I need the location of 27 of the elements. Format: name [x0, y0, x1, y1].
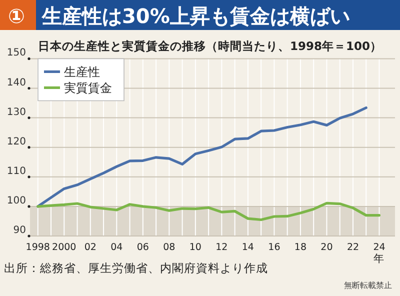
y-tick-label: 110 — [6, 166, 26, 177]
x-tick-label: 2000 — [52, 242, 76, 253]
text: 無断転載禁止 — [344, 281, 392, 290]
x-tick-label: 12 — [216, 242, 228, 253]
x-tick-label: 16 — [268, 242, 280, 253]
x-tick-label: 1998 — [26, 242, 50, 253]
x-tick-label: 24 — [373, 242, 386, 253]
x-tick-label: 08 — [163, 242, 176, 253]
x-tick-label: 04 — [110, 242, 123, 253]
y-tick-label: 90 — [13, 225, 26, 236]
x-tick-label: 18 — [294, 242, 307, 253]
x-tick-label: 20 — [320, 242, 333, 253]
x-tick-label: 22 — [346, 242, 360, 253]
chart-subtitle: 日本の生産性と実質賃金の推移（時間当たり、1998年＝100） — [38, 39, 382, 53]
x-tick-label: 06 — [136, 242, 149, 253]
legend-label: 実質賃金 — [64, 81, 112, 96]
y-tick-label: 120 — [6, 136, 26, 148]
y-tick-label: 150 — [6, 48, 26, 59]
text: 出所：総務省、厚生労働省、内閣府資料より作成 — [4, 261, 268, 275]
y-tick-label: 130 — [6, 106, 26, 118]
x-tick-label: 10 — [189, 242, 202, 253]
y-tick-label: 100 — [6, 195, 26, 206]
x-axis-title: 年 — [374, 253, 385, 265]
x-tick-label: 14 — [242, 242, 254, 253]
legend-label: 生産性 — [64, 65, 100, 80]
y-tick-label: 140 — [6, 77, 26, 88]
x-tick-label: 02 — [84, 242, 96, 253]
